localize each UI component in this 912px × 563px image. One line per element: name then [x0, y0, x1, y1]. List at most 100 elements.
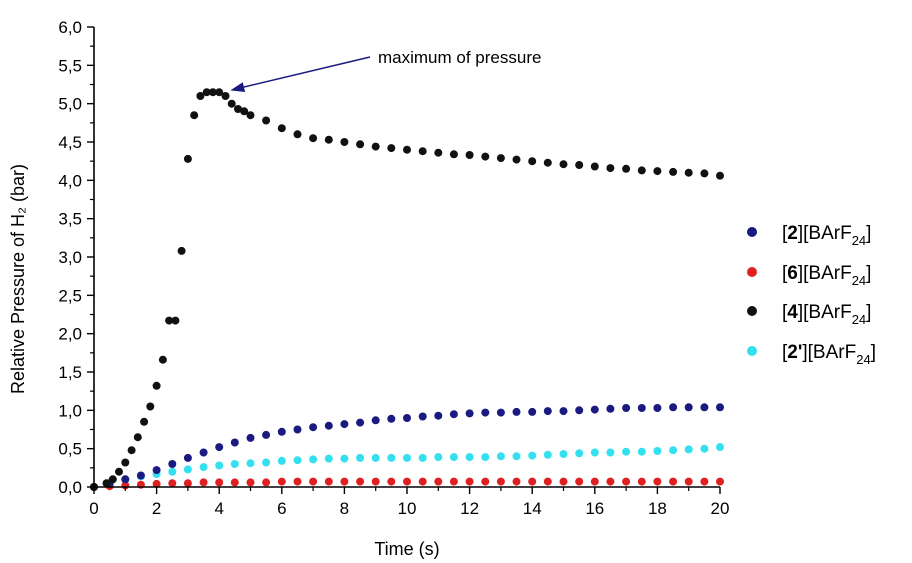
data-point-s2-27 [293, 130, 302, 139]
data-point-s3-26 [496, 452, 505, 461]
data-point-s2-31 [356, 140, 365, 149]
data-point-s1-31 [575, 477, 584, 486]
data-point-s0-32 [590, 405, 599, 414]
data-point-s0-33 [606, 404, 615, 413]
y-tick-label-9: 4,5 [58, 133, 82, 152]
data-point-s1-18 [371, 477, 380, 486]
data-point-s3-35 [637, 447, 646, 456]
data-point-s2-29 [324, 135, 333, 144]
legend-label-0-compound: 2 [787, 223, 798, 244]
data-point-s2-38 [465, 151, 474, 159]
data-point-s1-13 [293, 477, 302, 486]
y-tick-label-3: 1,5 [58, 363, 82, 382]
data-point-s0-17 [356, 418, 365, 427]
x-tick-label-1: 2 [152, 499, 161, 518]
data-point-s1-14 [309, 477, 318, 486]
data-point-s1-8 [215, 478, 224, 487]
data-point-s2-4 [121, 458, 130, 467]
x-axis-title: Time (s) [374, 539, 439, 559]
data-point-s0-10 [246, 433, 255, 442]
legend: [2][BArF24][6][BArF24][4][BArF24][2'][BA… [747, 223, 876, 367]
annotation: maximum of pressure [230, 48, 541, 92]
data-point-s2-13 [177, 246, 186, 255]
legend-label-3-compound: 2' [787, 342, 802, 363]
x-tick-label-5: 10 [398, 499, 417, 518]
x-tick-label-2: 4 [214, 499, 223, 518]
data-point-s0-14 [309, 423, 318, 432]
data-point-s1-28 [528, 477, 537, 486]
data-point-s3-22 [434, 453, 443, 462]
data-point-s3-8 [215, 461, 224, 470]
legend-marker-0 [747, 227, 757, 237]
series-2 [90, 88, 724, 491]
data-point-s3-7 [199, 463, 208, 472]
data-point-s2-16 [196, 92, 205, 100]
data-point-s3-6 [183, 465, 192, 474]
data-point-s2-53 [700, 169, 709, 178]
data-point-s0-31 [575, 406, 584, 415]
y-tick-label-11: 5,5 [58, 56, 82, 75]
x-tick-label-6: 12 [460, 499, 479, 518]
data-point-s0-27 [512, 407, 521, 416]
data-point-s3-32 [590, 448, 599, 457]
data-point-s1-38 [684, 477, 693, 486]
data-point-s2-51 [669, 167, 678, 176]
data-point-s3-5 [168, 467, 177, 476]
data-point-s3-34 [622, 447, 631, 456]
data-point-s2-14 [183, 154, 192, 163]
data-point-s3-10 [246, 459, 255, 468]
data-point-s3-18 [371, 453, 380, 462]
data-point-s2-2 [108, 475, 117, 484]
data-point-s2-24 [246, 111, 255, 120]
data-point-s0-38 [684, 403, 693, 412]
data-point-s1-17 [356, 477, 365, 486]
y-axis-title: Relative Pressure of H₂ (bar) [8, 164, 28, 394]
data-point-s2-36 [434, 148, 443, 157]
data-point-s2-44 [559, 160, 568, 169]
data-point-s3-17 [356, 453, 365, 462]
legend-marker-3 [747, 346, 757, 356]
legend-marker-1 [747, 267, 757, 277]
data-point-s3-9 [230, 460, 239, 468]
data-point-s1-40 [716, 477, 724, 486]
legend-label-1-compound: 6 [787, 263, 798, 284]
data-point-s0-40 [716, 403, 724, 412]
data-point-s2-32 [371, 142, 380, 151]
legend-label-2: [4][BArF24] [782, 302, 871, 327]
legend-label-1-close: ] [866, 263, 871, 284]
data-point-s1-5 [168, 479, 177, 488]
y-tick-label-7: 3,5 [58, 210, 82, 229]
data-point-s0-22 [434, 411, 443, 420]
legend-label-0: [2][BArF24] [782, 223, 871, 248]
data-point-s3-13 [293, 456, 302, 465]
x-tick-label-3: 6 [277, 499, 286, 518]
legend-label-2-compound: 4 [787, 302, 798, 323]
legend-label-0-anion: ][BArF [798, 223, 852, 244]
data-point-s1-35 [637, 477, 646, 486]
data-point-s1-32 [590, 477, 599, 486]
data-point-s2-19 [215, 88, 224, 97]
series-1 [90, 477, 724, 491]
x-tick-label-10: 20 [711, 499, 730, 518]
data-point-s2-42 [528, 157, 537, 166]
data-point-s0-39 [700, 403, 709, 412]
data-point-s1-16 [340, 477, 349, 486]
data-point-s2-3 [115, 467, 123, 476]
legend-label-0-open: [ [782, 223, 788, 244]
legend-label-2-open: [ [782, 302, 788, 323]
data-point-s1-24 [465, 477, 474, 486]
data-point-s2-21 [227, 99, 236, 108]
legend-label-1-subscript: 24 [852, 273, 866, 288]
data-point-s2-33 [387, 144, 396, 153]
legend-label-3-open: [ [782, 342, 788, 363]
data-point-s3-38 [684, 445, 693, 454]
legend-marker-2 [747, 306, 757, 316]
data-point-s0-12 [277, 427, 286, 436]
data-point-s1-34 [622, 477, 631, 486]
plot-area [90, 88, 724, 491]
data-point-s2-50 [653, 167, 662, 176]
legend-label-2-anion: ][BArF [798, 302, 852, 323]
data-point-s2-26 [277, 124, 286, 133]
data-point-s1-19 [387, 477, 396, 486]
